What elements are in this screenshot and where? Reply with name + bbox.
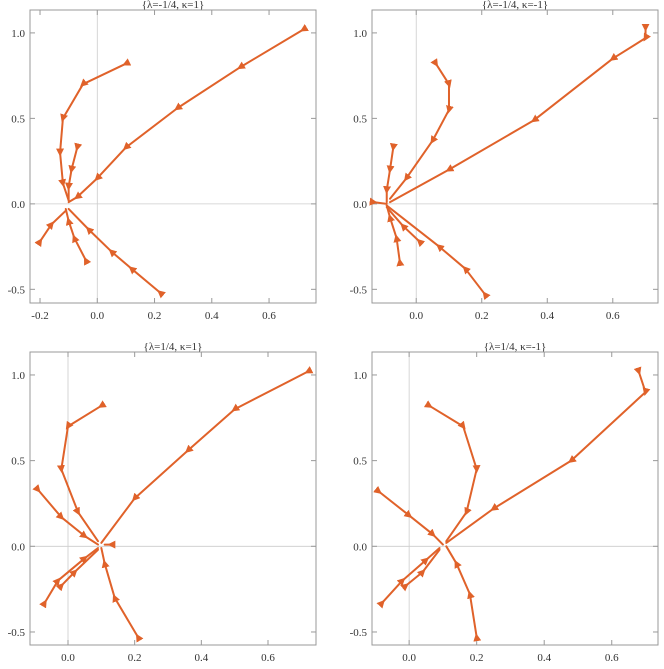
trajectory xyxy=(56,58,132,202)
y-tick-label: 1.0 xyxy=(11,370,25,382)
y-tick-label: -0.5 xyxy=(8,284,26,296)
trajectory xyxy=(373,485,444,546)
y-tick-label: 1.0 xyxy=(11,28,25,40)
trajectory xyxy=(100,366,314,544)
trajectory xyxy=(389,58,454,200)
x-tick-label: 0.6 xyxy=(606,310,620,322)
x-tick-label: -0.2 xyxy=(31,310,48,322)
trajectory xyxy=(400,548,441,592)
x-tick-label: 0.2 xyxy=(128,652,142,664)
x-tick-label: 0.4 xyxy=(540,310,554,322)
x-tick-label: 0.2 xyxy=(470,652,484,664)
panel-title: {λ=1/4, κ=1} xyxy=(144,341,203,353)
trajectory xyxy=(64,207,92,266)
trajectory xyxy=(423,400,481,543)
trajectory xyxy=(100,547,144,643)
x-tick-label: 0.0 xyxy=(61,652,75,664)
y-tick-label: 0.5 xyxy=(11,456,25,468)
trajectory xyxy=(385,204,405,267)
y-tick-label: 0.5 xyxy=(11,113,25,125)
y-tick-label: 0.0 xyxy=(353,199,367,211)
y-tick-label: 1.0 xyxy=(353,370,367,382)
trajectory xyxy=(32,484,99,546)
trajectory xyxy=(376,547,441,609)
x-tick-label: 0.6 xyxy=(262,310,276,322)
x-tick-label: 0.0 xyxy=(90,310,104,322)
trajectory xyxy=(445,545,482,642)
trajectory xyxy=(67,207,166,299)
x-tick-label: 0.6 xyxy=(261,652,275,664)
x-tick-label: 0.2 xyxy=(148,310,162,322)
trajectory xyxy=(383,142,398,204)
trajectory xyxy=(445,366,651,544)
y-tick-label: 0.5 xyxy=(353,456,367,468)
plot-frame xyxy=(29,351,317,646)
y-tick-label: 0.0 xyxy=(11,199,25,211)
trajectory xyxy=(389,23,651,204)
x-tick-label: 0.0 xyxy=(402,652,416,664)
x-tick-label: 0.4 xyxy=(194,652,208,664)
x-tick-label: 0.2 xyxy=(475,310,489,322)
y-tick-label: -0.5 xyxy=(350,627,368,639)
panel: {λ=1/4, κ=1} 0.0 0.2 0.4 0.6 -0.5 0.0 0.5 1.0 xyxy=(8,341,317,664)
y-tick-label: -0.5 xyxy=(350,284,368,296)
trajectory xyxy=(34,209,67,248)
trajectory xyxy=(385,204,491,301)
panel-title: {λ=1/4, κ=-1} xyxy=(484,341,547,353)
x-tick-label: 0.0 xyxy=(409,310,423,322)
trajectory xyxy=(55,548,99,592)
trajectory xyxy=(67,24,309,204)
y-tick-label: 0.0 xyxy=(11,541,25,553)
panel-title: {λ=-1/4, κ=-1} xyxy=(482,0,548,11)
y-tick-label: -0.5 xyxy=(8,627,26,639)
panel: {λ=-1/4, κ=1} -0.2 0.0 0.2 0.4 0.6 -0.5 0.0 0.5 1… xyxy=(8,0,317,322)
x-tick-label: 0.6 xyxy=(605,652,619,664)
x-tick-label: 0.4 xyxy=(537,652,551,664)
panel-title: {λ=-1/4, κ=1} xyxy=(142,0,205,11)
y-tick-label: 1.0 xyxy=(353,28,367,40)
plot-frame xyxy=(371,9,659,304)
y-tick-label: 0.0 xyxy=(353,541,367,553)
trajectory xyxy=(64,142,83,202)
x-tick-label: 0.4 xyxy=(205,310,219,322)
plot-frame xyxy=(29,9,317,304)
panel: {λ=1/4, κ=-1} 0.0 0.2 0.4 0.6 -0.5 0.0 0.5 1.0 xyxy=(350,341,659,664)
y-tick-label: 0.5 xyxy=(353,113,367,125)
plot-frame xyxy=(371,351,659,646)
trajectory xyxy=(369,197,388,206)
panel: {λ=-1/4, κ=-1} 0.0 0.2 0.4 0.6 -0.5 0.0 0.5 1.0 xyxy=(350,0,659,322)
